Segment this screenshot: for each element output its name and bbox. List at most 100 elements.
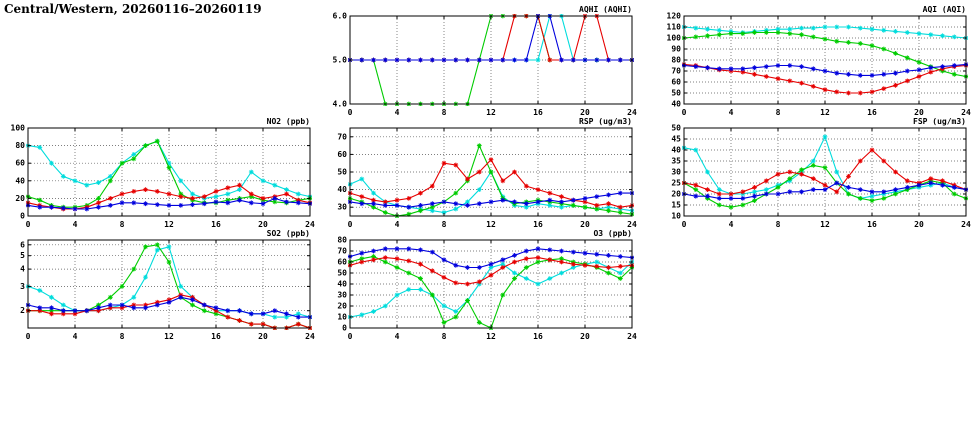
svg-text:20: 20	[914, 220, 924, 229]
svg-text:24: 24	[627, 220, 637, 229]
svg-text:20: 20	[337, 302, 347, 311]
svg-text:100: 100	[667, 34, 682, 43]
svg-text:4: 4	[395, 332, 400, 341]
svg-text:8: 8	[442, 332, 447, 341]
svg-text:FSP (ug/m3): FSP (ug/m3)	[913, 117, 966, 126]
svg-text:12: 12	[486, 108, 496, 117]
svg-text:50: 50	[671, 124, 681, 133]
svg-text:0: 0	[682, 220, 687, 229]
chart-fsp: 10 15 20 25 30 35 40 45 50 0 4 8 12 16 20 24 FSP (ug/m3)	[656, 114, 972, 232]
svg-text:12: 12	[164, 332, 174, 341]
svg-text:12: 12	[820, 220, 830, 229]
svg-text:AQHI (AQHI): AQHI (AQHI)	[579, 5, 632, 14]
svg-text:NO2 (ppb): NO2 (ppb)	[267, 117, 310, 126]
svg-text:4.0: 4.0	[333, 100, 348, 109]
svg-text:12: 12	[164, 220, 174, 229]
svg-text:24: 24	[961, 220, 971, 229]
svg-text:4: 4	[73, 332, 78, 341]
svg-text:16: 16	[211, 220, 221, 229]
svg-text:50: 50	[337, 168, 347, 177]
svg-text:8: 8	[442, 220, 447, 229]
svg-text:40: 40	[337, 280, 347, 289]
svg-text:24: 24	[627, 332, 637, 341]
chart-svg-aqi: 40 50 60 70 80 90 100 110 120 0 4 8 12 16 20 24 AQI (AQI…	[667, 5, 971, 117]
svg-text:120: 120	[667, 12, 682, 21]
svg-text:90: 90	[671, 45, 681, 54]
svg-text:0: 0	[348, 220, 353, 229]
svg-text:60: 60	[337, 150, 347, 159]
svg-text:AQI (AQI): AQI (AQI)	[923, 5, 966, 14]
svg-text:8: 8	[776, 220, 781, 229]
chart-aqhi: 4.0 5.0 6.0 0 4 8 12 16 20 24 AQHI (AQHI)	[322, 2, 638, 120]
svg-text:0: 0	[348, 332, 353, 341]
svg-text:60: 60	[337, 258, 347, 267]
chart-svg-no2: 0 20 40 60 80 100 0 4 8 12 16 20 24 NO2 (ppb)	[11, 117, 315, 229]
svg-text:O3 (ppb): O3 (ppb)	[593, 229, 632, 238]
svg-text:35: 35	[671, 157, 681, 166]
svg-text:8: 8	[776, 108, 781, 117]
svg-text:12: 12	[486, 332, 496, 341]
svg-text:2: 2	[20, 306, 25, 315]
chart-svg-aqhi: 4.0 5.0 6.0 0 4 8 12 16 20 24 AQHI (AQHI)	[333, 5, 637, 117]
svg-text:8: 8	[120, 332, 125, 341]
svg-text:4: 4	[729, 220, 734, 229]
svg-text:16: 16	[533, 332, 543, 341]
svg-text:16: 16	[533, 108, 543, 117]
svg-text:4: 4	[395, 108, 400, 117]
svg-text:25: 25	[671, 179, 681, 188]
svg-text:4: 4	[20, 265, 25, 274]
svg-text:8: 8	[442, 108, 447, 117]
svg-text:70: 70	[671, 67, 681, 76]
svg-text:20: 20	[258, 332, 268, 341]
svg-text:16: 16	[867, 108, 877, 117]
svg-text:24: 24	[305, 332, 315, 341]
svg-text:6.0: 6.0	[333, 12, 348, 21]
page-title: Central/Western, 20260116–20260119	[4, 2, 262, 16]
svg-text:10: 10	[671, 212, 681, 221]
svg-text:110: 110	[667, 23, 682, 32]
svg-text:24: 24	[627, 108, 637, 117]
svg-text:24: 24	[961, 108, 971, 117]
svg-text:20: 20	[580, 108, 590, 117]
svg-text:8: 8	[120, 220, 125, 229]
svg-text:80: 80	[15, 141, 25, 150]
svg-text:60: 60	[671, 78, 681, 87]
svg-text:12: 12	[820, 108, 830, 117]
svg-text:SO2 (ppb): SO2 (ppb)	[267, 229, 310, 238]
svg-text:15: 15	[671, 201, 681, 210]
svg-text:40: 40	[671, 146, 681, 155]
svg-text:40: 40	[15, 176, 25, 185]
svg-text:30: 30	[337, 203, 347, 212]
svg-text:30: 30	[337, 291, 347, 300]
svg-text:16: 16	[533, 220, 543, 229]
svg-text:70: 70	[337, 132, 347, 141]
chart-svg-o3: 0 10 20 30 40 50 60 70 80 0 4 8 12 16 20 24 O3 (ppb)	[337, 229, 637, 341]
svg-text:4: 4	[729, 108, 734, 117]
svg-text:20: 20	[15, 194, 25, 203]
svg-text:20: 20	[258, 220, 268, 229]
svg-text:0: 0	[682, 108, 687, 117]
svg-text:0: 0	[26, 332, 31, 341]
svg-text:80: 80	[671, 56, 681, 65]
svg-text:0: 0	[342, 324, 347, 333]
svg-text:50: 50	[337, 269, 347, 278]
svg-text:50: 50	[671, 89, 681, 98]
svg-text:10: 10	[337, 313, 347, 322]
svg-text:0: 0	[348, 108, 353, 117]
chart-so2: 2 3 4 5 6 0 4 8 12 16 20 24 SO2 (ppb)	[0, 226, 316, 344]
svg-text:12: 12	[486, 220, 496, 229]
svg-text:5.0: 5.0	[333, 56, 348, 65]
svg-text:4: 4	[395, 220, 400, 229]
svg-text:20: 20	[671, 190, 681, 199]
svg-text:100: 100	[11, 124, 26, 133]
svg-text:40: 40	[671, 100, 681, 109]
svg-text:5: 5	[20, 251, 25, 260]
chart-aqi: 40 50 60 70 80 90 100 110 120 0 4 8 12 16 20 24 AQI (AQI…	[656, 2, 972, 120]
chart-svg-rsp: 30 40 50 60 70 0 4 8 12 16 20 24 RSP (ug/m3)	[337, 117, 637, 229]
svg-text:6: 6	[20, 240, 25, 249]
svg-text:45: 45	[671, 135, 681, 144]
svg-text:24: 24	[305, 220, 315, 229]
svg-text:16: 16	[867, 220, 877, 229]
chart-svg-fsp: 10 15 20 25 30 35 40 45 50 0 4 8 12 16 20 24 FSP (ug/m3)	[671, 117, 971, 229]
